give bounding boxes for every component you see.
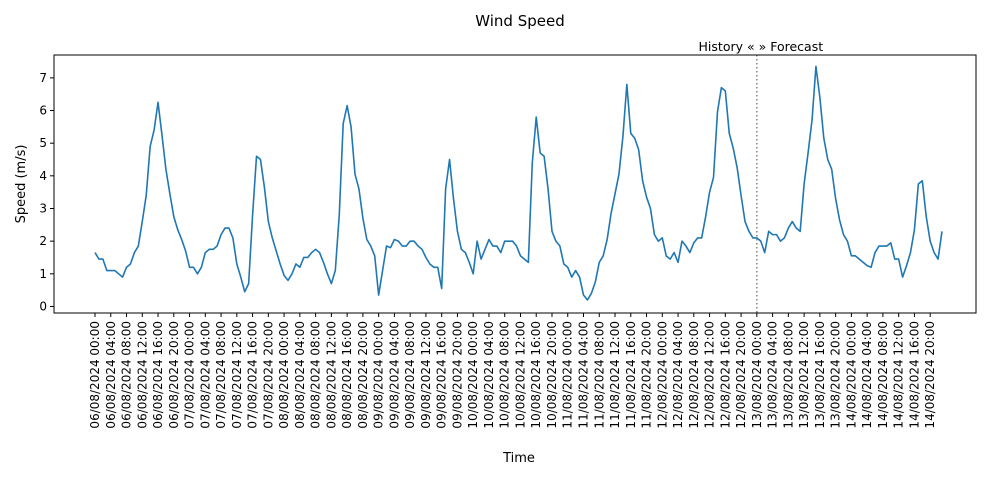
x-tick-label: 08/08/2024 08:00 [309,321,323,429]
x-tick-label: 09/08/2024 16:00 [435,321,449,429]
x-tick-label: 10/08/2024 04:00 [482,321,496,429]
y-axis-label: Speed (m/s) [14,145,29,224]
x-tick-label: 08/08/2024 16:00 [340,321,354,429]
x-tick-label: 06/08/2024 20:00 [167,321,181,429]
x-tick-label: 14/08/2024 12:00 [892,321,906,429]
x-tick-label: 07/08/2024 20:00 [261,321,275,429]
y-tick-label: 3 [39,201,47,215]
x-tick-label: 08/08/2024 00:00 [277,321,291,429]
wind-speed-series-line [94,65,943,301]
x-tick-label: 09/08/2024 04:00 [387,321,401,429]
x-tick-label: 09/08/2024 12:00 [419,321,433,429]
y-tick-label: 4 [39,169,47,183]
x-tick-label: 14/08/2024 00:00 [844,321,858,429]
x-tick-label: 14/08/2024 16:00 [907,321,921,429]
x-tick-label: 09/08/2024 08:00 [403,321,417,429]
x-tick-label: 14/08/2024 08:00 [876,321,890,429]
x-tick-label: 12/08/2024 08:00 [687,321,701,429]
y-tick-label: 1 [39,267,47,281]
x-tick-label: 10/08/2024 16:00 [529,321,543,429]
x-tick-label: 11/08/2024 16:00 [624,321,638,429]
x-tick-label: 11/08/2024 12:00 [608,321,622,429]
x-tick-label: 11/08/2024 04:00 [577,321,591,429]
x-tick-label: 10/08/2024 12:00 [513,321,527,429]
x-tick-label: 14/08/2024 20:00 [923,321,937,429]
x-tick-label: 13/08/2024 16:00 [813,321,827,429]
x-tick-label: 07/08/2024 12:00 [230,321,244,429]
x-tick-label: 08/08/2024 04:00 [293,321,307,429]
y-tick-label: 5 [39,136,47,150]
history-forecast-annotation: History « » Forecast [699,39,824,54]
plot-area: 0 1 2 3 4 5 6 7 06/08/2024 00:00 06/08/2024 04:00… [39,54,977,429]
x-tick-label: 13/08/2024 04:00 [766,321,780,429]
x-tick-label: 08/08/2024 12:00 [324,321,338,429]
x-tick-label: 09/08/2024 20:00 [450,321,464,429]
x-tick-label: 12/08/2024 20:00 [734,321,748,429]
x-tick-label: 13/08/2024 20:00 [829,321,843,429]
x-tick-label: 07/08/2024 08:00 [214,321,228,429]
x-tick-label: 08/08/2024 20:00 [356,321,370,429]
plot-frame [53,54,977,314]
x-tick-label: 13/08/2024 00:00 [750,321,764,429]
x-tick-label: 12/08/2024 12:00 [703,321,717,429]
x-tick-label: 11/08/2024 20:00 [640,321,654,429]
x-tick-label: 12/08/2024 04:00 [671,321,685,429]
x-tick-label: 06/08/2024 16:00 [151,321,165,429]
x-tick-label: 07/08/2024 00:00 [183,321,197,429]
y-tick-label: 7 [39,71,47,85]
x-tick-label: 07/08/2024 04:00 [198,321,212,429]
x-tick-label: 13/08/2024 08:00 [781,321,795,429]
x-tick-label: 07/08/2024 16:00 [246,321,260,429]
x-tick-label: 12/08/2024 00:00 [655,321,669,429]
x-tick-label: 12/08/2024 16:00 [718,321,732,429]
x-tick-label: 06/08/2024 00:00 [88,321,102,429]
x-tick-label: 11/08/2024 00:00 [561,321,575,429]
x-tick-label: 09/08/2024 00:00 [372,321,386,429]
x-axis-label: Time [502,451,535,466]
x-tick-label: 11/08/2024 08:00 [592,321,606,429]
y-tick-label: 6 [39,104,47,118]
x-tick-label: 06/08/2024 08:00 [120,321,134,429]
x-tick-label: 06/08/2024 12:00 [135,321,149,429]
x-tick-label: 06/08/2024 04:00 [104,321,118,429]
x-tick-label: 10/08/2024 08:00 [498,321,512,429]
y-tick-label: 0 [39,299,47,313]
chart-title: Wind Speed [475,12,565,30]
x-tick-label: 10/08/2024 20:00 [545,321,559,429]
x-tick-label: 14/08/2024 04:00 [860,321,874,429]
x-tick-label: 13/08/2024 12:00 [797,321,811,429]
y-tick-label: 2 [39,234,47,248]
x-tick-label: 10/08/2024 00:00 [466,321,480,429]
